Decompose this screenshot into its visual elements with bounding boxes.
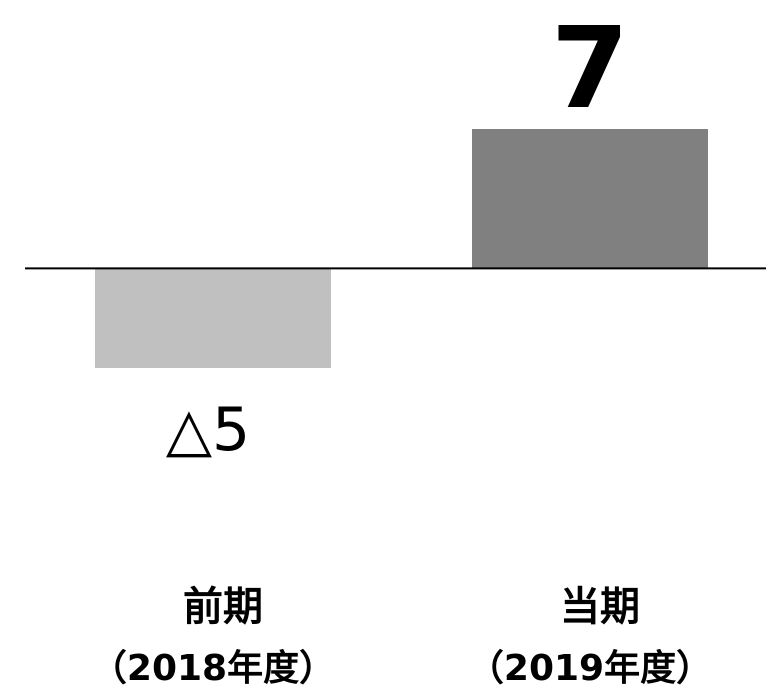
category-period: （2018年度） (91, 648, 335, 688)
value-label: 7 (551, 4, 629, 134)
category-period: （2019年度） (468, 648, 712, 688)
bar (472, 129, 708, 269)
value-label: △5 (166, 395, 250, 465)
category-label: 前期 (183, 584, 263, 630)
category-label: 当期 (560, 584, 640, 630)
bar (95, 268, 331, 368)
